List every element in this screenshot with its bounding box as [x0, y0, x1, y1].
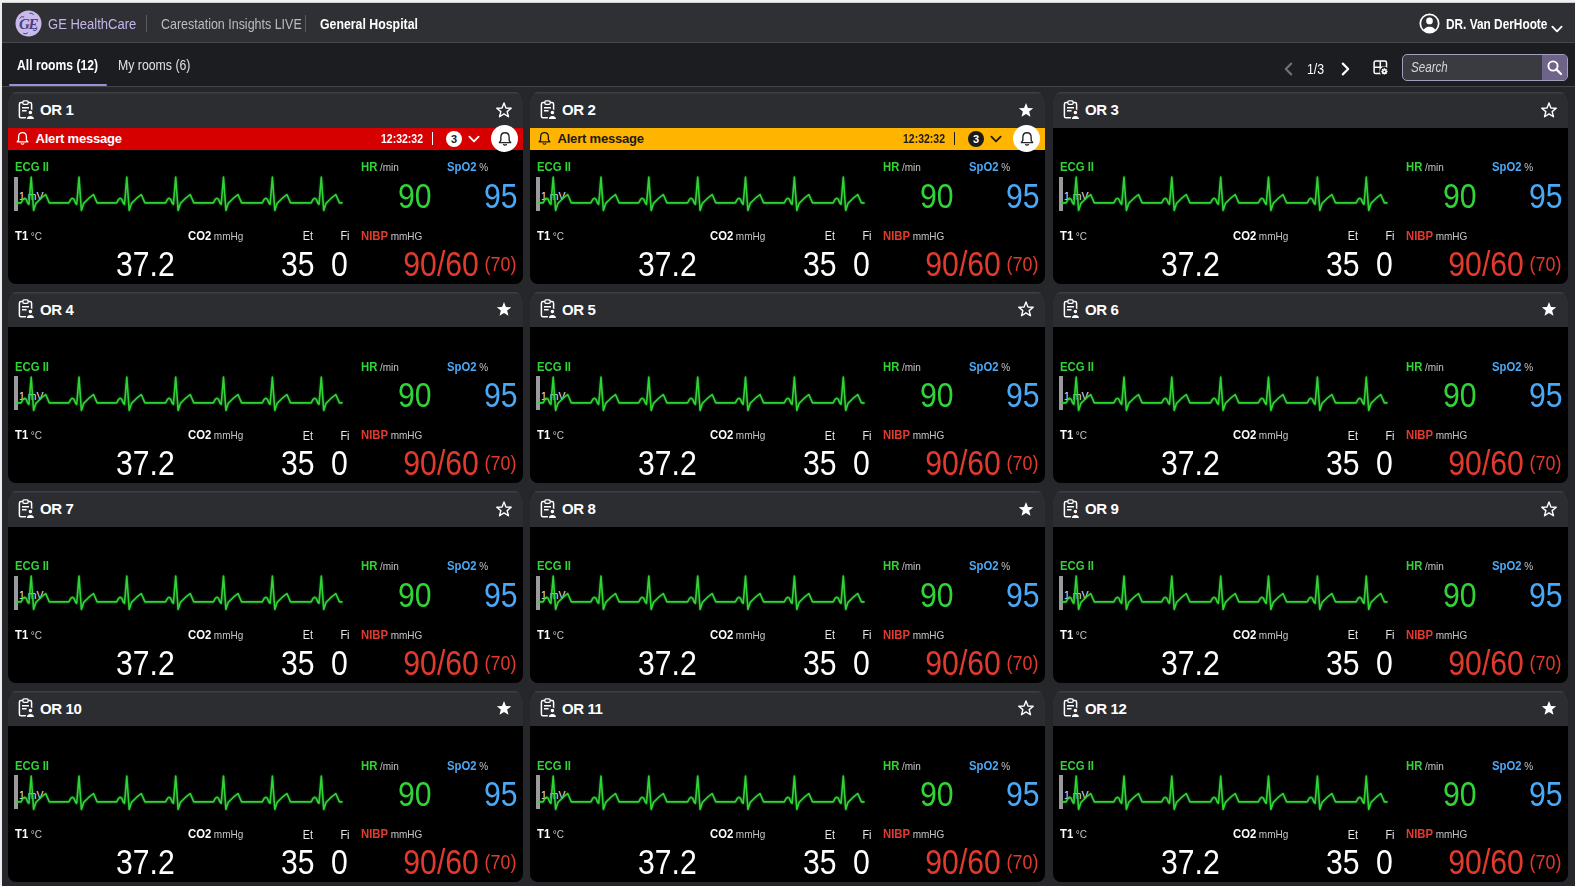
svg-text:GE: GE — [19, 16, 38, 32]
